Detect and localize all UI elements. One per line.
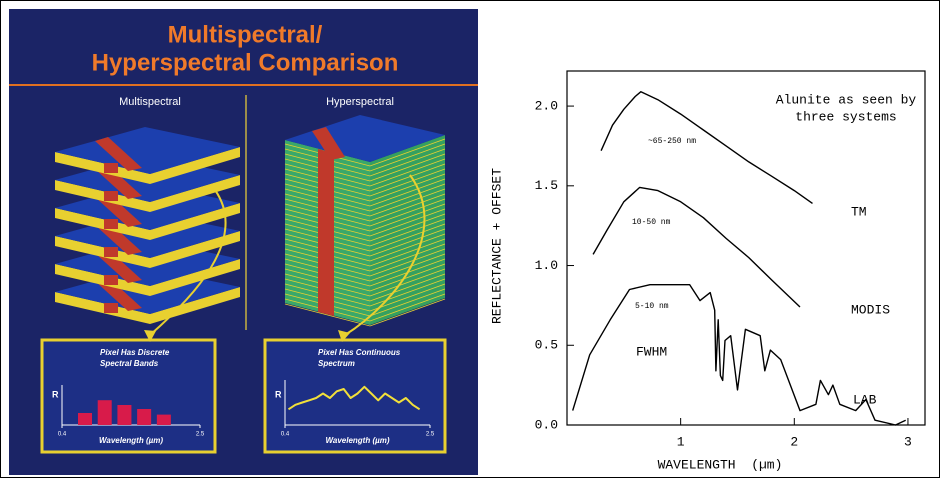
x-tick-label: 1 <box>677 434 685 449</box>
x-tick-label: 2.5 <box>426 432 435 438</box>
x-tick-label: 2 <box>790 434 798 449</box>
band-edge <box>284 213 446 242</box>
layer-top <box>55 127 240 174</box>
layer-side <box>55 259 240 296</box>
y-axis-label: R <box>52 389 59 399</box>
band-edge <box>284 268 446 297</box>
band-edge <box>284 193 446 222</box>
layer-side <box>55 231 240 268</box>
band-edge <box>284 153 446 182</box>
mini-title: Pixel Has Continuous <box>318 348 401 357</box>
band-edge <box>284 263 446 292</box>
layer-side <box>55 287 240 324</box>
y-axis-label: REFLECTANCE + OFFSET <box>489 168 504 324</box>
bar <box>117 405 132 425</box>
y-axis-label: R <box>275 389 282 399</box>
band-edge <box>284 243 446 272</box>
series-label: TM <box>851 204 867 219</box>
band-edge <box>284 173 446 202</box>
bar <box>78 413 92 425</box>
band-edge <box>284 228 446 257</box>
arrow <box>344 174 426 336</box>
y-tick-label: 0.0 <box>535 417 558 432</box>
x-tick-label: 0.4 <box>281 432 290 438</box>
arrowhead <box>144 330 156 342</box>
band-edge <box>284 163 446 192</box>
band-edge <box>284 158 446 187</box>
band-edge <box>284 248 446 277</box>
illustration-title: Multispectral/ <box>168 21 323 48</box>
cube-face <box>370 135 445 325</box>
annotation: three systems <box>795 109 896 124</box>
band-edge <box>284 203 446 232</box>
band-edge <box>284 143 446 172</box>
series-label: LAB <box>853 392 877 407</box>
band-edge <box>284 278 446 307</box>
y-tick-label: 1.5 <box>535 178 558 193</box>
band-edge <box>284 198 446 227</box>
line-series <box>592 186 801 308</box>
band-edge <box>284 138 446 167</box>
band-edge <box>284 283 446 312</box>
band-edge <box>284 253 446 282</box>
layer-stripe <box>104 303 118 313</box>
band-edge <box>284 223 446 252</box>
band-edge <box>284 148 446 177</box>
x-tick-label: 2.5 <box>196 432 205 438</box>
layer-stripe <box>104 275 118 285</box>
mini-title: Spectral Bands <box>100 359 159 368</box>
band-edge <box>284 258 446 287</box>
y-tick-label: 1.0 <box>535 258 558 273</box>
layer-side <box>55 175 240 212</box>
line-series <box>600 91 813 204</box>
band-edge <box>284 188 446 217</box>
layer-stripe <box>104 163 118 173</box>
line-series <box>572 284 906 426</box>
x-axis-label: WAVELENGTH (µm) <box>658 457 783 472</box>
x-tick-label: 3 <box>904 434 912 449</box>
band-edge <box>284 273 446 302</box>
annotation: 10-50 nm <box>632 218 671 227</box>
band-edge <box>284 208 446 237</box>
y-tick-label: 2.0 <box>535 99 558 114</box>
bar <box>137 409 152 425</box>
band-edge <box>284 298 446 327</box>
cube-stripe <box>318 149 334 316</box>
band-edge <box>284 178 446 207</box>
cube-top-stripe <box>312 127 345 160</box>
cube-illustrations <box>55 115 446 327</box>
series-label: MODIS <box>851 302 890 317</box>
bar <box>97 400 112 425</box>
line-series <box>287 385 421 411</box>
illustration-title: Hyperspectral Comparison <box>92 49 399 76</box>
layer-stripe <box>104 191 118 201</box>
band-edge <box>284 293 446 322</box>
annotation: ~65-250 nm <box>648 137 696 146</box>
band-edge <box>284 218 446 247</box>
panel-label: Multispectral <box>119 96 181 108</box>
arrowhead <box>338 330 350 342</box>
layer-stripe <box>104 247 118 257</box>
mini-title: Spectrum <box>318 359 355 368</box>
plot-frame <box>566 70 926 426</box>
x-axis-label: Wavelength (µm) <box>99 436 163 445</box>
bar <box>156 414 171 425</box>
panel-label: Hyperspectral <box>326 96 394 108</box>
band-edge <box>284 168 446 197</box>
annotation: FWHM <box>636 344 667 359</box>
x-axis-label: Wavelength (µm) <box>325 436 389 445</box>
y-tick-label: 0.5 <box>535 338 558 353</box>
annotation: 5-10 nm <box>635 302 669 311</box>
layer-stripe <box>104 219 118 229</box>
layer-side <box>55 147 240 184</box>
x-tick-label: 0.4 <box>58 432 67 438</box>
mini-panel <box>40 338 217 454</box>
annotation: Alunite as seen by <box>776 92 917 107</box>
layer-side <box>55 203 240 240</box>
arrow <box>149 189 227 336</box>
layer-stripe <box>95 137 142 171</box>
mini-title: Pixel Has Discrete <box>100 348 170 357</box>
